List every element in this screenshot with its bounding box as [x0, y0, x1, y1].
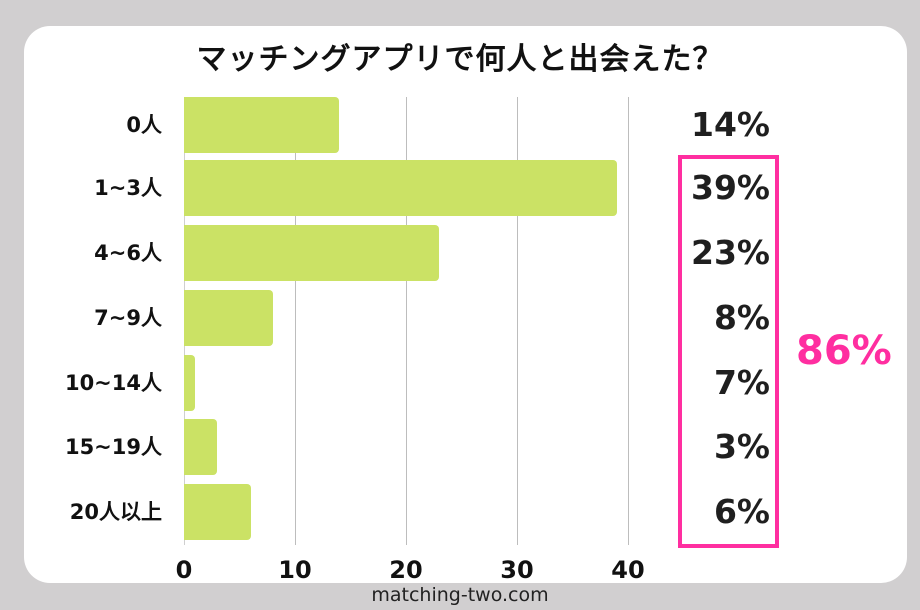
percent-label: 14% — [691, 105, 770, 144]
percent-label: 8% — [713, 298, 770, 337]
chart-title: マッチングアプリで何人と出会えた？ — [196, 42, 724, 77]
x-tick-label: 40 — [611, 556, 645, 584]
category-label: 10~14人 — [64, 371, 162, 395]
bar — [184, 225, 440, 281]
category-label: 1~3人 — [94, 176, 162, 200]
source-text: matching-two.com — [371, 584, 549, 606]
percent-label: 7% — [713, 363, 770, 402]
highlight-box — [678, 155, 779, 548]
gridline-10 — [295, 97, 296, 545]
gridline-30 — [517, 97, 518, 545]
bar — [184, 97, 340, 153]
total-annotation: 86% — [796, 328, 892, 374]
x-tick-label: 0 — [175, 556, 193, 584]
category-label: 0人 — [126, 113, 162, 137]
percent-label: 3% — [713, 427, 770, 466]
x-tick-label: 10 — [278, 556, 312, 584]
gridline-20 — [406, 97, 407, 545]
bar — [184, 290, 273, 346]
gridline-40 — [628, 97, 629, 545]
percent-label: 6% — [713, 492, 770, 531]
x-tick-label: 20 — [389, 556, 423, 584]
chart-card — [24, 26, 907, 583]
category-label: 4~6人 — [94, 241, 162, 265]
x-tick-label: 30 — [500, 556, 534, 584]
category-label: 15~19人 — [64, 435, 162, 459]
bar — [184, 355, 196, 411]
bar — [184, 484, 251, 540]
bar — [184, 160, 617, 216]
plot-area — [184, 97, 629, 545]
bar — [184, 419, 218, 475]
percent-label: 23% — [691, 233, 770, 272]
category-label: 20人以上 — [69, 500, 162, 524]
category-label: 7~9人 — [94, 306, 162, 330]
percent-label: 39% — [691, 168, 770, 207]
